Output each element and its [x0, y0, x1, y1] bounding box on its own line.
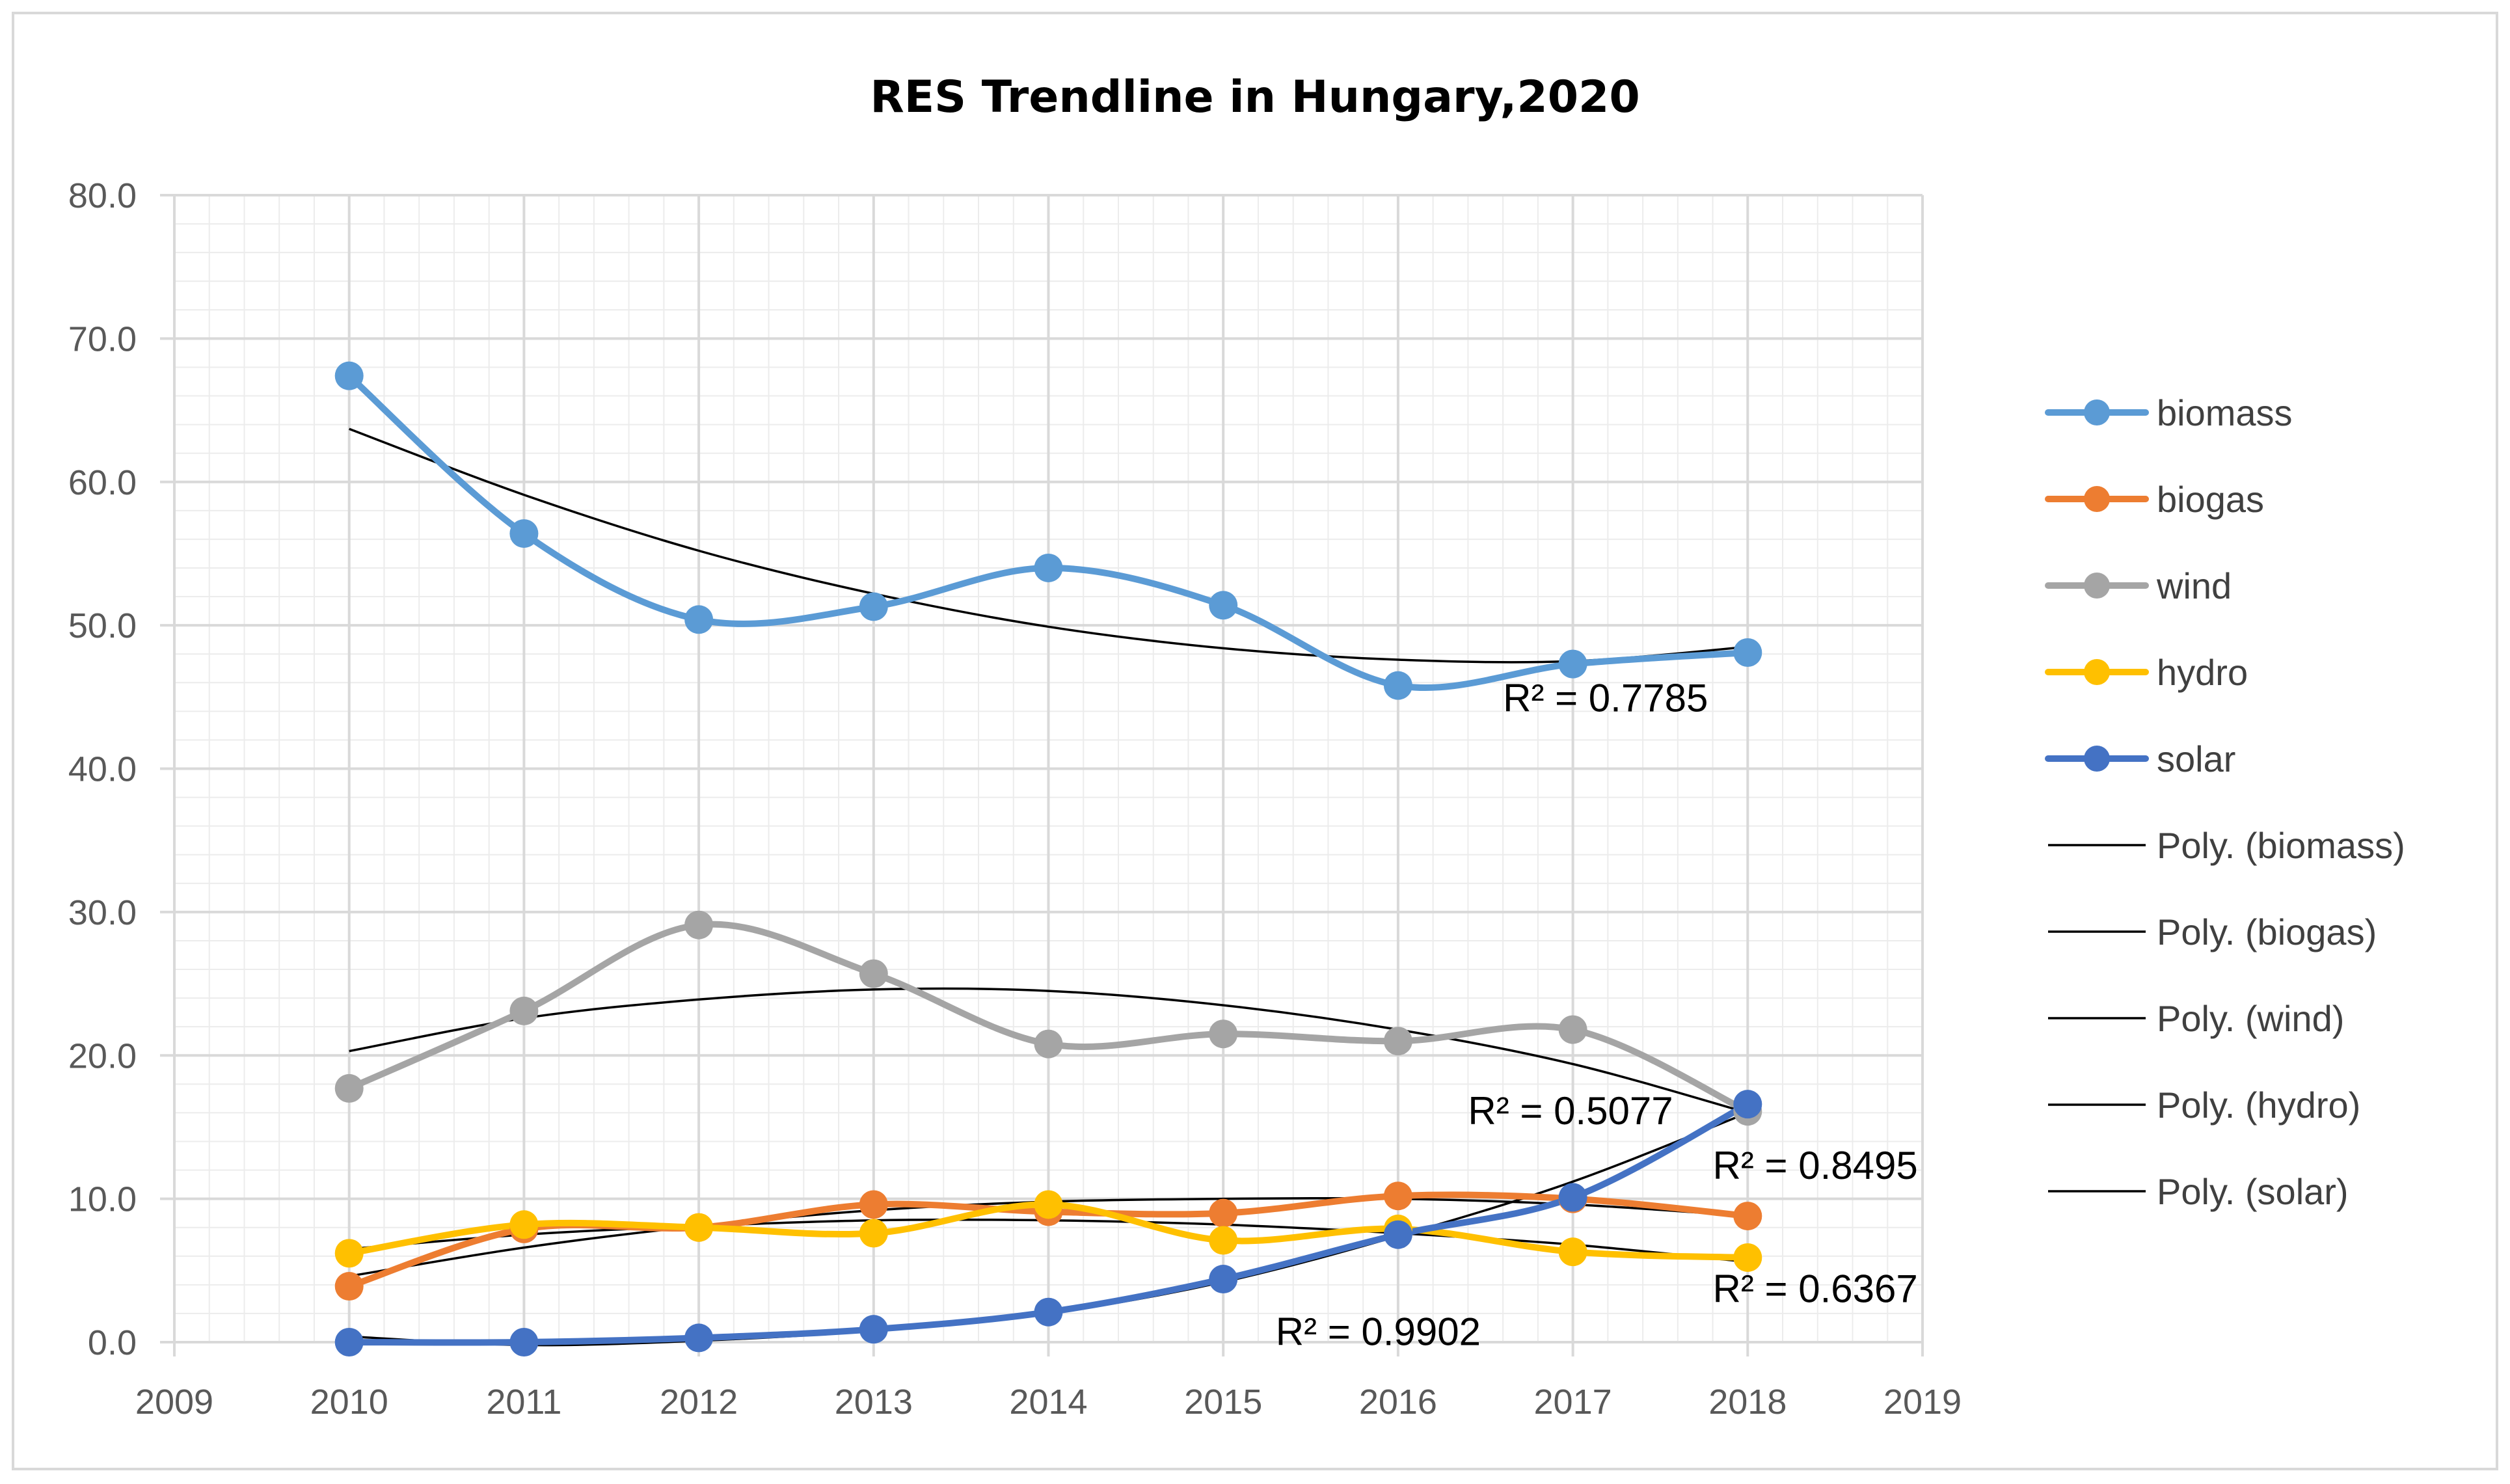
legend-label: Poly. (biomass) [2157, 825, 2405, 866]
data-point-biomass [859, 592, 888, 621]
trendline-polybiomass [349, 427, 1748, 664]
y-tick-label: 40.0 [68, 750, 137, 789]
chart-frame [12, 12, 2498, 1470]
chart-title: RES Trendline in Hungary,2020 [870, 72, 1640, 123]
y-axis-ticks: 0.0 10.0 20.0 30.0 40.0 50.0 60.0 70.0 80.0 [68, 176, 137, 1362]
legend: biomass biogas wind hydro solar Poly. (biomas… [2045, 392, 2405, 1212]
y-tick-label: 80.0 [68, 176, 137, 215]
x-tick-label: 2017 [1534, 1383, 1612, 1422]
r-squared-label: R² = 0.6367 [1713, 1267, 1918, 1310]
data-point-hydro [1733, 1243, 1762, 1272]
legend-label: Poly. (biogas) [2157, 911, 2377, 952]
data-point-solar [1558, 1183, 1587, 1212]
legend-marker-hydro [2084, 659, 2110, 685]
r-squared-label: R² = 0.7785 [1503, 676, 1708, 720]
data-point-hydro [684, 1213, 714, 1242]
legend-marker-biomass [2084, 399, 2110, 425]
x-tick-label: 2016 [1359, 1383, 1437, 1422]
data-point-biomass [334, 361, 364, 390]
data-point-biogas [334, 1272, 364, 1301]
legend-label: Poly. (wind) [2157, 998, 2344, 1039]
data-point-wind [334, 1073, 364, 1103]
r-squared-label: R² = 0.8495 [1713, 1144, 1918, 1187]
legend-label: Poly. (solar) [2157, 1171, 2349, 1212]
x-tick-label: 2010 [310, 1383, 388, 1422]
legend-label: wind [2156, 565, 2232, 606]
data-point-wind [1209, 1019, 1238, 1049]
data-point-wind [859, 959, 888, 988]
y-tick-label: 10.0 [68, 1180, 137, 1219]
trendline-polywind [349, 987, 1748, 1114]
x-tick-label: 2011 [486, 1383, 561, 1422]
legend-marker-wind [2084, 573, 2110, 599]
data-point-biomass [1383, 671, 1412, 700]
data-point-biomass [1558, 649, 1587, 679]
data-point-solar [509, 1328, 539, 1356]
data-point-solar [859, 1315, 888, 1344]
x-tick-label: 2015 [1184, 1383, 1262, 1422]
y-tick-label: 70.0 [68, 319, 137, 358]
data-point-solar [684, 1323, 714, 1353]
data-point-biomass [684, 605, 714, 634]
data-point-biomass [1209, 591, 1238, 620]
data-point-wind [509, 996, 539, 1025]
legend-label: biogas [2157, 479, 2264, 520]
legend-marker-biogas [2084, 486, 2110, 512]
y-tick-label: 60.0 [68, 463, 137, 502]
series-markers [334, 361, 1762, 1356]
x-axis-ticks: 2009 2010 2011 2012 2013 2014 2015 2016 2017 2018… [135, 1383, 1962, 1422]
x-tick-label: 2009 [135, 1383, 213, 1422]
r-squared-label: R² = 0.9902 [1276, 1310, 1481, 1353]
data-point-biomass [509, 519, 539, 548]
gridlines [160, 194, 1924, 1356]
data-point-hydro [334, 1239, 364, 1268]
data-point-hydro [509, 1210, 539, 1239]
data-point-solar [1209, 1265, 1238, 1294]
x-tick-label: 2012 [660, 1383, 738, 1422]
data-point-wind [1383, 1027, 1412, 1056]
data-point-solar [334, 1328, 364, 1356]
data-point-hydro [1209, 1226, 1238, 1255]
data-point-biomass [1034, 553, 1063, 582]
data-point-solar [1383, 1220, 1412, 1249]
data-point-solar [1733, 1090, 1762, 1119]
legend-label: hydro [2157, 652, 2248, 693]
y-tick-label: 30.0 [68, 893, 137, 932]
data-point-hydro [1034, 1190, 1063, 1219]
x-tick-label: 2013 [835, 1383, 913, 1422]
data-point-biogas [1383, 1181, 1412, 1211]
x-tick-label: 2014 [1009, 1383, 1087, 1422]
data-point-wind [1558, 1015, 1587, 1044]
data-point-wind [1034, 1029, 1063, 1059]
data-point-hydro [859, 1219, 888, 1248]
data-point-biogas [1209, 1198, 1238, 1228]
data-point-biogas [859, 1190, 888, 1219]
x-tick-label: 2019 [1883, 1383, 1962, 1422]
data-point-biomass [1733, 638, 1762, 667]
data-point-solar [1034, 1297, 1063, 1327]
data-point-biogas [1733, 1202, 1762, 1231]
data-point-hydro [1558, 1237, 1587, 1267]
r-squared-label: R² = 0.5077 [1468, 1089, 1673, 1133]
data-point-wind [684, 910, 714, 939]
legend-label: Poly. (hydro) [2157, 1085, 2360, 1126]
legend-label: biomass [2157, 392, 2293, 433]
x-tick-label: 2018 [1708, 1383, 1787, 1422]
legend-marker-solar [2084, 746, 2110, 772]
y-tick-label: 0.0 [88, 1323, 137, 1362]
y-tick-label: 50.0 [68, 606, 137, 645]
r-squared-labels: R² = 0.7785 R² = 0.8495 R² = 0.5077 R² = 0.… [1276, 676, 1918, 1353]
y-tick-label: 20.0 [68, 1036, 137, 1075]
legend-label: solar [2157, 738, 2235, 779]
